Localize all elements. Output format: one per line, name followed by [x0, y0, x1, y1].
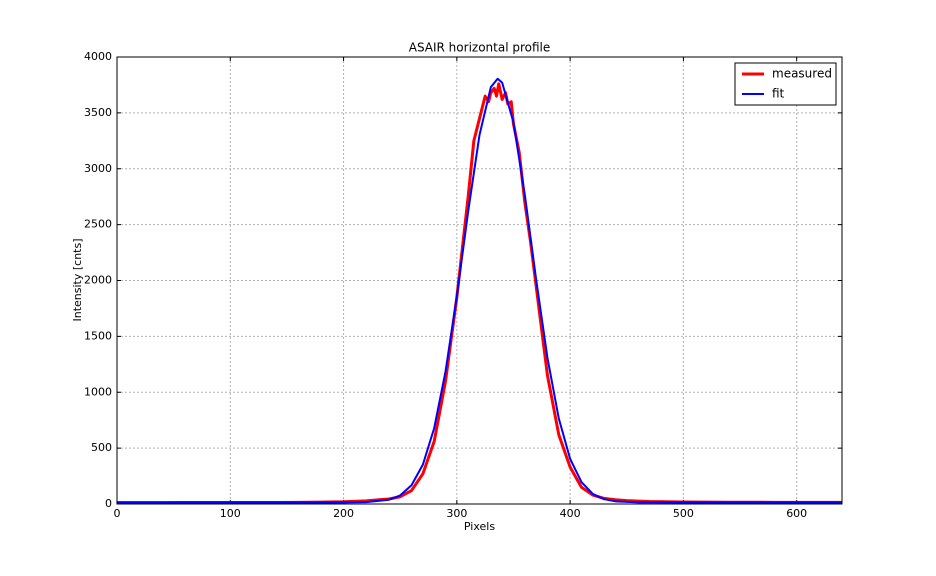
y-tick-label: 0	[105, 497, 112, 510]
legend-label: fit	[772, 87, 785, 101]
x-tick-label: 0	[114, 507, 121, 520]
chart-title: ASAIR horizontal profile	[409, 41, 551, 55]
x-tick-label: 200	[333, 507, 354, 520]
x-tick-label: 400	[560, 507, 581, 520]
legend-box	[734, 62, 837, 106]
y-tick-label: 4000	[84, 50, 112, 63]
y-tick-label: 1000	[84, 385, 112, 398]
x-axis-label: Pixels	[464, 520, 495, 533]
x-tick-label: 600	[786, 507, 807, 520]
y-tick-label: 3000	[84, 162, 112, 175]
x-tick-label: 300	[446, 507, 467, 520]
y-tick-label: 2500	[84, 218, 112, 231]
y-tick-label: 1500	[84, 329, 112, 342]
y-axis-label: Intensity [cnts]	[71, 238, 84, 321]
x-tick-label: 500	[673, 507, 694, 520]
line-series	[117, 77, 842, 504]
x-tick-label: 100	[220, 507, 241, 520]
plot-frame	[116, 56, 843, 505]
legend-label: measured	[772, 67, 832, 81]
y-tick-label: 3500	[84, 106, 112, 119]
y-tick-label: 2000	[84, 274, 112, 287]
y-tick-label: 500	[91, 441, 112, 454]
